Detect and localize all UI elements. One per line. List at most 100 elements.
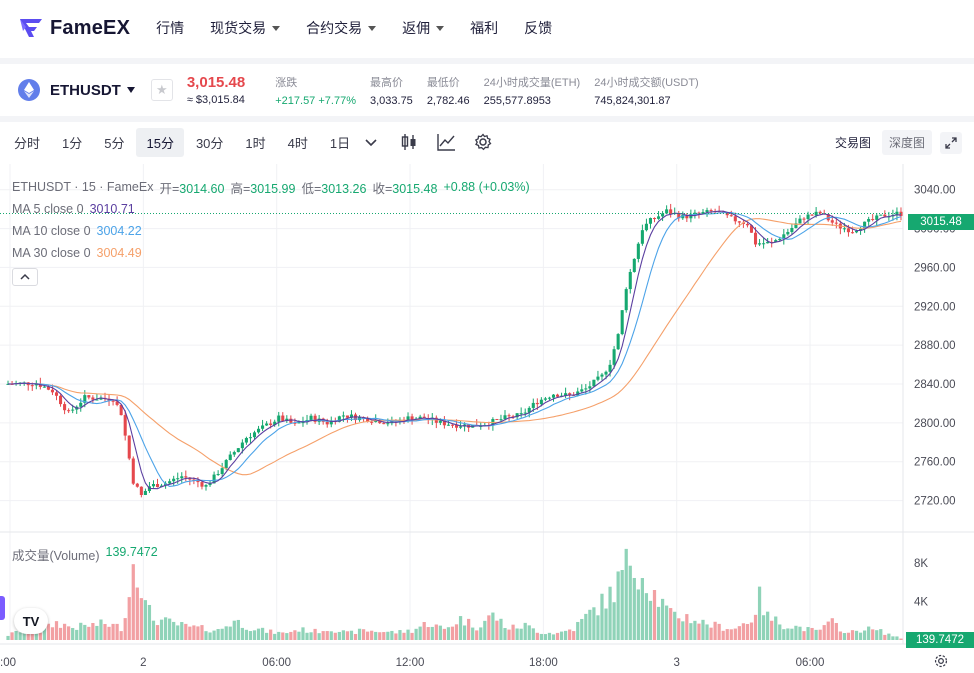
stat-high: 最高价 3,033.75	[370, 74, 413, 107]
candle-up	[515, 413, 519, 418]
nav-item-feedback[interactable]: 反馈	[524, 18, 552, 38]
candle-down	[63, 404, 67, 411]
candle-down	[810, 214, 814, 216]
candle-up	[309, 415, 313, 420]
candle-up	[806, 214, 810, 220]
volume-bar	[450, 626, 455, 640]
collapse-legend-chevron-up-icon[interactable]	[12, 268, 38, 286]
nav-label: 反馈	[524, 20, 553, 36]
volume-bar	[487, 615, 491, 640]
volume-bar	[317, 633, 321, 640]
settings-gear-icon[interactable]	[474, 133, 492, 151]
candle-down	[729, 215, 733, 217]
timeframe-1d[interactable]: 1日	[329, 135, 351, 151]
trading-view-button[interactable]: 交易图	[834, 136, 871, 150]
price-tick-label: 3040.00	[914, 185, 956, 197]
candle-down	[370, 421, 374, 423]
candle-up	[329, 420, 333, 425]
volume-bar	[713, 621, 717, 640]
volume-bar	[862, 630, 867, 640]
volume-bar	[689, 623, 693, 640]
volume-bar	[87, 626, 91, 640]
volume-bar	[479, 627, 483, 640]
candle-up	[95, 399, 99, 401]
candle-up	[859, 228, 863, 231]
depth-view-button[interactable]: 深度图	[881, 130, 932, 155]
tradingview-logo-icon[interactable]: TV	[14, 608, 48, 634]
stat-label: 最高价	[369, 76, 403, 89]
candlestick-type-icon[interactable]	[400, 133, 418, 151]
candle-down	[366, 417, 370, 422]
volume-bar	[871, 629, 875, 640]
candle-down	[511, 416, 515, 418]
volume-bar	[200, 625, 204, 640]
candle-up	[661, 213, 665, 217]
brand-logo[interactable]: FameEX	[18, 17, 130, 40]
volume-bar	[345, 631, 350, 640]
chart-toolbar: 分时 1分 5分 15分 30分 1时 4时 1日 交易图 深度图	[0, 124, 974, 160]
timeframe-15m[interactable]: 15分	[136, 127, 184, 157]
volume-bar	[269, 629, 273, 640]
axis-settings-gear-icon[interactable]	[934, 654, 948, 673]
nav-item-spot[interactable]: 现货交易	[210, 18, 281, 38]
candle-down	[697, 212, 701, 214]
candle-up	[705, 210, 709, 213]
volume-bar	[620, 570, 624, 640]
timeframe-list: 分时 1分 5分 15分 30分 1时 4时 1日	[2, 127, 492, 157]
volume-bar	[535, 632, 539, 640]
nav-item-futures[interactable]: 合约交易	[306, 18, 377, 38]
fullscreen-expand-icon[interactable]	[940, 131, 962, 154]
chevron-down-icon	[272, 25, 281, 31]
volume-bar	[810, 627, 814, 640]
candle-down	[830, 220, 834, 223]
pair-selector[interactable]: ETHUSDT	[18, 79, 135, 101]
volume-bar	[159, 619, 164, 640]
price-chart[interactable]: 2720.00 2760.00 2800.00 2840.00 2880.00 2920.…	[0, 164, 974, 672]
nav-item-rebate[interactable]: 返佣	[402, 18, 445, 38]
volume-bar	[737, 626, 741, 640]
timeframe-1h[interactable]: 1时	[245, 135, 266, 151]
volume-bar	[483, 620, 487, 640]
volume-bar	[709, 627, 713, 640]
volume-bar	[858, 632, 863, 640]
volume-bar	[596, 615, 600, 640]
nav-item-market[interactable]: 行情	[156, 18, 184, 38]
volume-bar	[83, 624, 87, 640]
timeframe-4h[interactable]: 4时	[287, 135, 308, 151]
candle-down	[59, 395, 63, 405]
candle-down	[507, 415, 511, 417]
favorite-star-icon[interactable]: ★	[150, 79, 173, 101]
volume-bar	[846, 632, 851, 640]
volume-bar	[899, 638, 903, 640]
indicators-icon[interactable]	[436, 133, 456, 151]
side-panel-tab[interactable]	[0, 596, 5, 620]
candle-down	[46, 386, 50, 390]
candle-down	[91, 397, 95, 400]
timeframe-5m[interactable]: 5分	[104, 135, 125, 151]
volume-bar	[357, 628, 362, 640]
candle-down	[184, 476, 188, 478]
ohlc-open-label: 开=	[159, 181, 180, 196]
timeframe-1m[interactable]: 1分	[62, 135, 83, 151]
volume-bar	[285, 633, 289, 640]
stat-label: 24小时成交量(ETH)	[483, 76, 581, 89]
more-timeframes-chevron-icon[interactable]	[364, 135, 378, 149]
chart-legend: ETHUSDT · 15 · FameEx 开=3014.60 高=3015.9…	[12, 176, 530, 286]
volume-bar	[155, 625, 160, 640]
volume-bar	[79, 622, 83, 640]
candle-up	[782, 234, 786, 239]
volume-bar	[18, 632, 22, 640]
candle-up	[798, 218, 802, 224]
volume-bar	[442, 628, 447, 640]
ma10-label: MA 10 close 0	[12, 224, 91, 238]
stat-volume: 24小时成交量(ETH) 255,577.8953	[484, 74, 581, 107]
volume-bar	[867, 626, 871, 640]
time-tick-label: 06:00	[796, 657, 825, 669]
nav-item-welfare[interactable]: 福利	[470, 18, 498, 38]
volume-bar	[394, 633, 398, 640]
timeframe-30m[interactable]: 30分	[195, 135, 224, 151]
candle-up	[143, 490, 147, 495]
timeframe-time[interactable]: 分时	[14, 135, 41, 151]
candle-down	[325, 421, 329, 425]
candle-down	[196, 479, 200, 483]
